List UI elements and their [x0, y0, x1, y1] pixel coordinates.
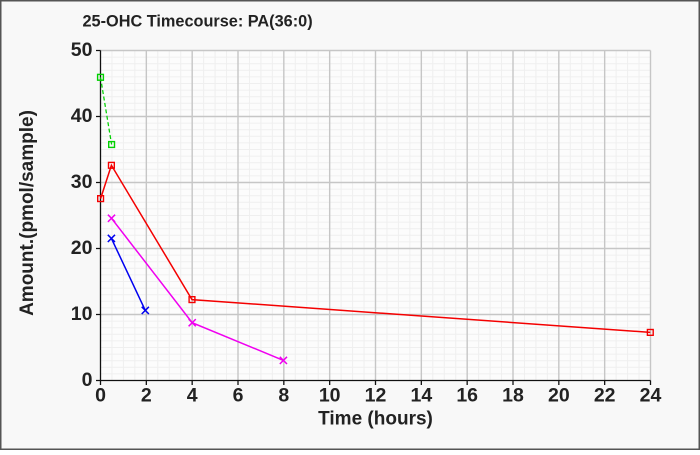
- svg-text:50: 50: [71, 39, 93, 61]
- svg-text:18: 18: [502, 385, 524, 407]
- svg-text:2: 2: [141, 385, 152, 407]
- svg-text:16: 16: [456, 385, 478, 407]
- svg-text:Amount.(pmol/sample): Amount.(pmol/sample): [17, 110, 38, 316]
- svg-text:22: 22: [594, 385, 616, 407]
- svg-text:0: 0: [95, 385, 106, 407]
- svg-text:10: 10: [71, 303, 93, 325]
- svg-text:4: 4: [187, 385, 198, 407]
- svg-text:8: 8: [278, 385, 289, 407]
- svg-text:10: 10: [319, 385, 341, 407]
- svg-text:24: 24: [640, 385, 662, 407]
- svg-text:40: 40: [71, 105, 93, 127]
- svg-text:12: 12: [365, 385, 387, 407]
- svg-text:14: 14: [410, 385, 432, 407]
- svg-text:6: 6: [233, 385, 244, 407]
- svg-text:20: 20: [71, 237, 93, 259]
- svg-text:20: 20: [548, 385, 570, 407]
- svg-text:0: 0: [82, 369, 93, 391]
- svg-text:25-OHC Timecourse: PA(36:0): 25-OHC Timecourse: PA(36:0): [83, 13, 313, 31]
- svg-text:Time (hours): Time (hours): [318, 409, 433, 430]
- svg-text:30: 30: [71, 171, 93, 193]
